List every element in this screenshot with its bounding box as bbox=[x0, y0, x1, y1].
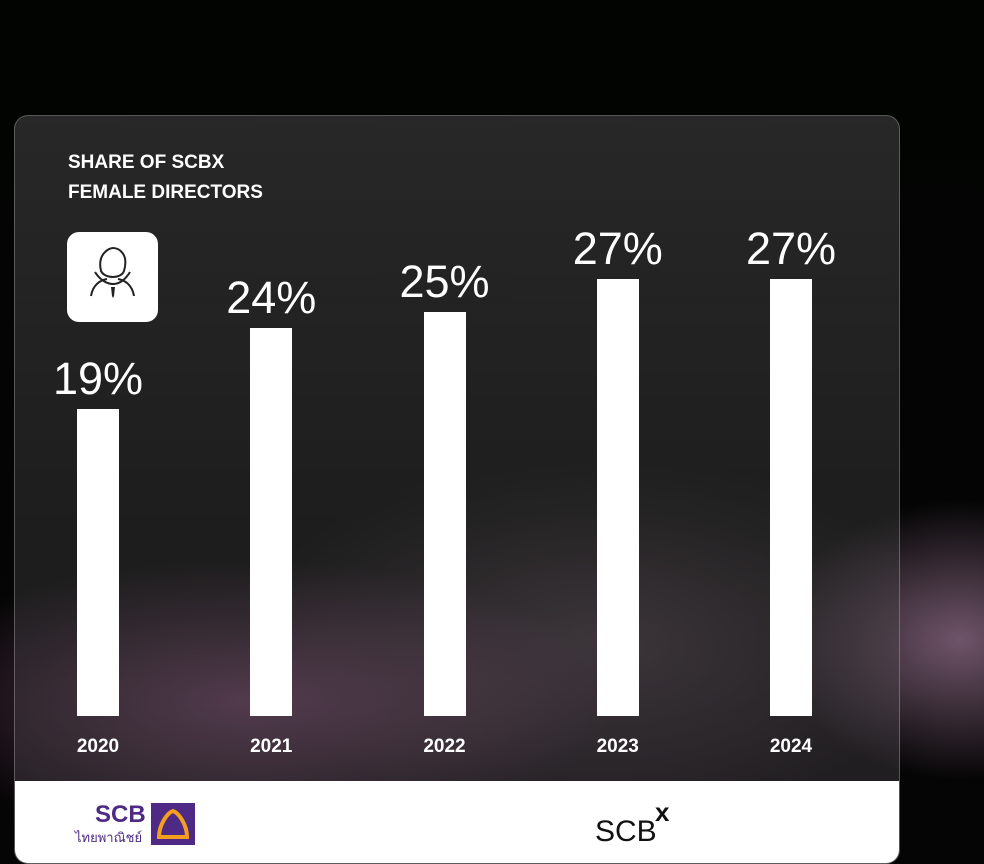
emblem bbox=[156, 808, 190, 839]
logo-subtext: ไทยพาณิชย์ bbox=[75, 830, 143, 845]
x-tick-label: 2024 bbox=[769, 736, 813, 757]
bar bbox=[596, 279, 639, 716]
logo-superscript: X bbox=[655, 797, 670, 827]
value-label: 24% bbox=[226, 271, 317, 323]
x-tick-label: 2023 bbox=[596, 736, 639, 757]
bar bbox=[770, 279, 812, 716]
chart-card: SHARE OF SCBX FEMALE DIRECTORS SCB ไทยพา… bbox=[14, 115, 900, 864]
x-tick-label: 2020 bbox=[76, 736, 120, 757]
value-label: 27% bbox=[745, 223, 837, 275]
logo-text: SCB bbox=[95, 801, 146, 828]
logo-emblem bbox=[151, 803, 195, 845]
chart-title: SHARE OF SCBX FEMALE DIRECTORS bbox=[68, 152, 263, 203]
person-icon bbox=[90, 246, 135, 298]
value-label: 25% bbox=[399, 255, 490, 307]
bar bbox=[250, 327, 293, 716]
logo-text: SCB bbox=[595, 815, 657, 848]
value-label: 19% bbox=[52, 352, 144, 404]
x-tick-label: 2021 bbox=[250, 736, 293, 757]
bar bbox=[423, 311, 466, 716]
bar bbox=[77, 408, 119, 716]
footer: SCB ไทยพาณิชย์ SCB X bbox=[15, 781, 899, 863]
value-label: 27% bbox=[572, 223, 663, 275]
icon bbox=[67, 232, 158, 322]
x-tick-label: 2022 bbox=[423, 736, 466, 757]
